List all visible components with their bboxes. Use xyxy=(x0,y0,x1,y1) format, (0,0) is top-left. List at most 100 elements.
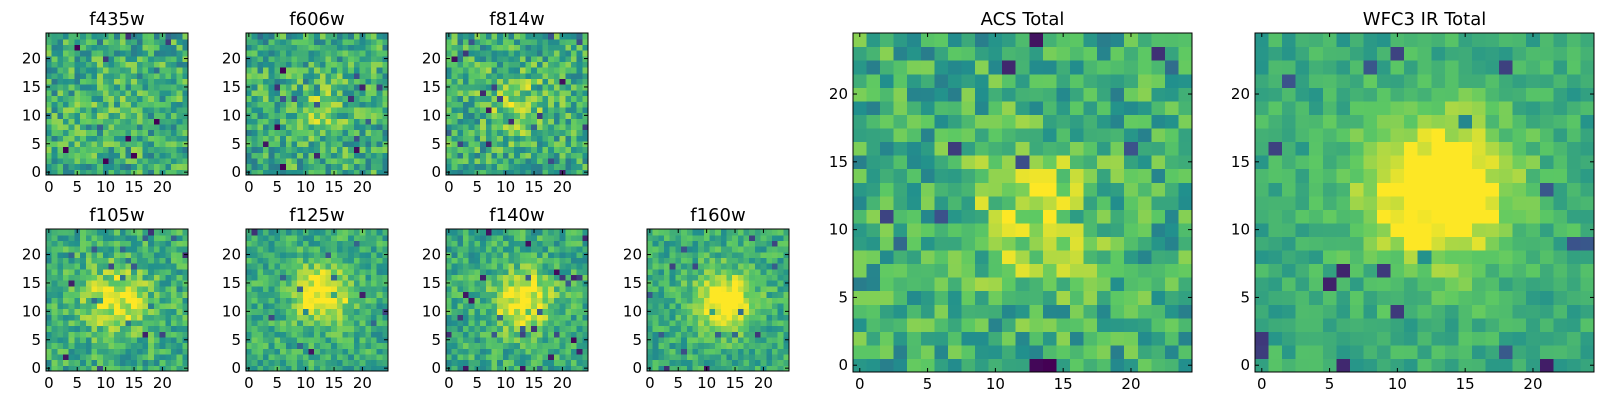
heatmap-cell xyxy=(63,163,70,170)
heatmap-cell xyxy=(268,44,275,51)
heatmap-cell xyxy=(153,308,161,315)
heatmap-cell xyxy=(502,308,510,315)
heatmap-cell xyxy=(97,169,104,176)
heatmap-cell xyxy=(382,319,389,327)
heatmap-cell xyxy=(182,274,189,281)
heatmap-cell xyxy=(97,78,104,85)
heatmap-cell xyxy=(553,274,561,281)
heatmap-cell xyxy=(131,67,138,74)
heatmap-cell xyxy=(480,157,487,165)
heatmap-cell xyxy=(314,319,321,327)
heatmap-cell xyxy=(302,359,310,366)
heatmap-cell xyxy=(114,89,121,97)
heatmap-cell xyxy=(771,331,779,338)
heatmap-cell xyxy=(542,72,549,80)
heatmap-cell xyxy=(142,78,149,85)
heatmap-cell xyxy=(370,112,378,119)
heatmap-cell xyxy=(80,291,87,298)
heatmap-cell xyxy=(570,257,578,264)
heatmap-cell xyxy=(114,67,121,74)
heatmap-cell xyxy=(497,314,504,321)
heatmap-cell xyxy=(480,84,487,91)
heatmap-cell xyxy=(274,251,281,258)
heatmap-cell xyxy=(525,44,532,51)
heatmap-cell xyxy=(359,152,366,159)
heatmap-cell xyxy=(136,89,144,97)
heatmap-cell xyxy=(297,314,304,321)
heatmap-cell xyxy=(153,365,161,372)
heatmap-cell xyxy=(907,168,922,183)
heatmap-cell xyxy=(698,308,705,315)
heatmap-cell xyxy=(63,152,70,159)
heatmap-cell xyxy=(480,342,487,349)
heatmap-cell xyxy=(1069,331,1085,346)
heatmap-cell xyxy=(353,291,361,298)
heatmap-cell xyxy=(658,365,665,372)
heatmap-cell xyxy=(176,302,183,310)
heatmap-cell xyxy=(125,112,132,119)
heatmap-cell xyxy=(1069,263,1085,278)
heatmap-cell xyxy=(1029,263,1044,278)
heatmap-cell xyxy=(342,336,349,344)
heatmap-cell xyxy=(302,101,310,108)
y-tick-label: 20 xyxy=(22,50,41,68)
heatmap-cell xyxy=(726,280,733,287)
heatmap-cell xyxy=(268,50,275,57)
heatmap-cell xyxy=(74,314,81,321)
heatmap-cell xyxy=(319,229,327,236)
heatmap-cell xyxy=(348,268,355,276)
heatmap-cell xyxy=(463,44,470,51)
heatmap-cell xyxy=(451,291,458,298)
heatmap-cell xyxy=(1015,249,1030,265)
heatmap-cell xyxy=(251,146,258,153)
heatmap-cell xyxy=(732,251,739,258)
heatmap-cell xyxy=(148,365,155,372)
heatmap-cell xyxy=(365,118,372,125)
heatmap-cell xyxy=(46,146,53,153)
heatmap-cell xyxy=(57,314,64,321)
heatmap-cell xyxy=(108,246,115,253)
heatmap-cell xyxy=(647,257,654,264)
heatmap-cell xyxy=(170,38,178,45)
heatmap-cell xyxy=(91,285,98,293)
heatmap-cell xyxy=(308,263,315,270)
heatmap-cell xyxy=(325,274,332,281)
heatmap-cell xyxy=(257,285,264,293)
heatmap-cell xyxy=(125,118,132,125)
heatmap-cell xyxy=(108,285,115,293)
heatmap-cell xyxy=(766,280,773,287)
heatmap-cell xyxy=(474,129,481,136)
heatmap-cell xyxy=(502,251,510,258)
heatmap-cell xyxy=(376,365,383,372)
heatmap-cell xyxy=(451,365,458,372)
heatmap-cell xyxy=(376,123,383,131)
heatmap-cell xyxy=(519,123,527,131)
heatmap-cell xyxy=(508,50,515,57)
heatmap-cell xyxy=(565,157,572,165)
heatmap-cell xyxy=(131,285,138,293)
heatmap-cell xyxy=(582,234,589,241)
heatmap-cell xyxy=(297,353,304,361)
heatmap-cell xyxy=(291,38,298,45)
heatmap-cell xyxy=(497,38,504,45)
heatmap-cell xyxy=(1029,344,1044,360)
heatmap-cell xyxy=(263,308,270,315)
heatmap-cell xyxy=(314,331,321,338)
heatmap-cell xyxy=(485,84,493,91)
heatmap-cell xyxy=(570,365,578,372)
heatmap-cell xyxy=(336,336,344,344)
heatmap-cell xyxy=(652,336,659,344)
heatmap-cell xyxy=(382,72,389,80)
heatmap-cell xyxy=(314,336,321,344)
heatmap-cell xyxy=(125,263,132,270)
heatmap-cell xyxy=(1164,317,1180,332)
heatmap-cell xyxy=(68,89,75,97)
heatmap-cell xyxy=(457,251,464,258)
heatmap-cell xyxy=(102,67,110,74)
heatmap-cell xyxy=(108,84,115,91)
heatmap-cell xyxy=(119,314,127,321)
heatmap-cell xyxy=(866,317,881,332)
heatmap-cell xyxy=(463,308,470,315)
heatmap-cell xyxy=(268,129,275,136)
heatmap-cell xyxy=(102,308,110,315)
